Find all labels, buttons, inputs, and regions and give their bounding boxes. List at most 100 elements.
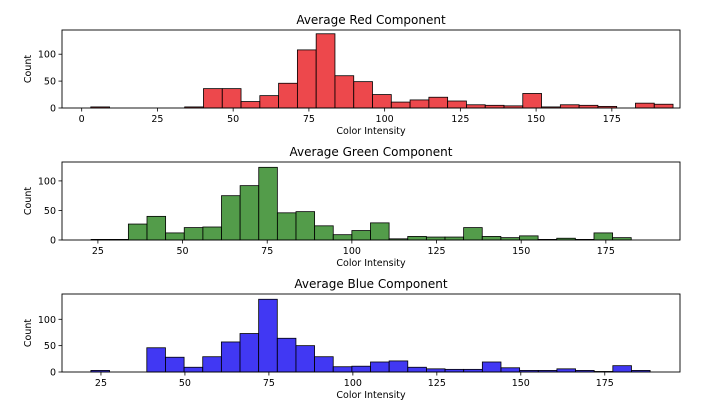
x-ticks-red: 0 25 50 75 100 125 150 175: [79, 108, 621, 125]
histogram-bar-green: [295, 211, 316, 241]
histogram-bar-red: [522, 93, 542, 109]
histogram-bar-green: [351, 230, 371, 241]
x-tick-label: 125: [451, 114, 469, 125]
histogram-bar-green: [463, 227, 483, 241]
x-tick-label: 175: [603, 114, 621, 125]
histogram-bar-blue: [612, 365, 632, 373]
chart-title-green: Average Green Component: [290, 145, 453, 159]
histogram-bar-blue: [258, 298, 278, 373]
histogram-bar-red: [390, 101, 411, 109]
subplot-red: Average Red Component 0 25 50 75 100 125 150 17…: [23, 13, 681, 137]
histogram-bar-blue: [239, 333, 260, 373]
y-ticks-green: 0 50 100: [38, 176, 62, 247]
y-ticks-red: 0 50 100: [38, 50, 62, 115]
x-tick-label: 100: [343, 246, 361, 257]
x-tick-label: 50: [227, 114, 239, 125]
histogram-bar-blue: [314, 356, 334, 373]
y-axis-label-green: Count: [23, 187, 34, 215]
histogram-bar-green: [239, 185, 260, 241]
histogram-bar-blue: [556, 368, 576, 373]
histogram-bar-red: [409, 99, 430, 109]
plot-frame-blue: [61, 293, 681, 373]
y-tick-label: 0: [50, 368, 56, 379]
y-tick-label: 0: [50, 236, 56, 247]
histogram-bar-blue: [370, 361, 390, 373]
x-tick-label: 50: [177, 246, 189, 257]
histogram-bar-blue: [295, 345, 315, 373]
histogram-bar-red: [559, 104, 580, 109]
x-tick-label: 25: [92, 246, 104, 257]
x-axis-label-green: Color Intensity: [336, 258, 406, 269]
histogram-bar-red: [428, 96, 449, 109]
histogram-bar-red: [259, 95, 280, 109]
x-axis-label-blue: Color Intensity: [336, 390, 406, 401]
histogram-bar-green: [183, 227, 204, 241]
x-tick-label: 50: [179, 378, 191, 389]
y-tick-label: 0: [50, 104, 56, 115]
histogram-bar-green: [407, 236, 427, 241]
x-tick-label: 125: [427, 246, 445, 257]
histogram-bar-blue: [183, 366, 204, 373]
plot-frame-red: [61, 29, 681, 109]
x-tick-label: 75: [263, 378, 275, 389]
histogram-bar-blue: [146, 347, 166, 373]
histogram-bar-green: [127, 223, 148, 241]
x-tick-label: 75: [261, 246, 273, 257]
histogram-bar-red: [447, 100, 467, 109]
histogram-bar-red: [315, 33, 336, 109]
histogram-bar-green: [276, 212, 297, 241]
x-tick-label: 125: [428, 378, 446, 389]
histogram-bar-red: [240, 101, 261, 109]
bars-blue: [90, 298, 651, 373]
y-axis-label-red: Count: [23, 55, 34, 83]
x-tick-label: 25: [95, 378, 107, 389]
x-tick-label: 150: [527, 114, 545, 125]
histogram-bar-green: [593, 232, 614, 241]
histogram-bar-blue: [388, 360, 409, 373]
y-tick-label: 50: [44, 77, 56, 88]
histogram-bar-green: [146, 215, 167, 241]
histogram-bar-blue: [500, 367, 521, 373]
y-tick-label: 50: [44, 341, 56, 352]
histogram-bar-red: [221, 88, 242, 109]
histogram-bar-blue: [276, 337, 297, 373]
x-tick-label: 175: [596, 378, 614, 389]
histogram-bar-green: [519, 235, 539, 241]
y-axis-label-blue: Count: [23, 319, 34, 347]
histogram-bar-red: [203, 88, 223, 109]
x-axis-label-red: Color Intensity: [336, 126, 406, 137]
histogram-bar-red: [653, 103, 674, 109]
x-tick-label: 100: [376, 114, 394, 125]
y-tick-label: 100: [38, 176, 56, 187]
histogram-bar-red: [635, 102, 655, 109]
x-ticks-blue: 25 50 75 100 125 150 175: [95, 372, 614, 389]
y-ticks-blue: 0 50 100: [38, 315, 62, 379]
histogram-bar-green: [332, 234, 353, 241]
histogram-bar-green: [370, 222, 390, 241]
histogram-bar-blue: [332, 366, 353, 373]
x-tick-label: 75: [303, 114, 315, 125]
histogram-bar-red: [466, 104, 486, 109]
y-tick-label: 50: [44, 206, 56, 217]
chart-title-red: Average Red Component: [296, 13, 446, 27]
histogram-bar-red: [296, 49, 317, 109]
histogram-bar-blue: [407, 366, 427, 373]
y-tick-label: 100: [38, 50, 56, 61]
histogram-bar-green: [481, 236, 502, 241]
subplot-blue: Average Blue Component 25 50 75 100 125 150 17…: [23, 277, 681, 401]
x-ticks-green: 25 50 75 100 125 150 175: [92, 240, 615, 257]
histogram-bar-green: [314, 225, 334, 241]
histogram-bar-red: [278, 82, 298, 109]
histogram-bar-green: [258, 166, 278, 241]
x-tick-label: 25: [151, 114, 163, 125]
histogram-bar-blue: [202, 356, 222, 373]
x-tick-label: 175: [597, 246, 615, 257]
histogram-bar-green: [202, 226, 222, 241]
histogram-bar-blue: [165, 356, 185, 373]
histogram-bar-red: [334, 75, 355, 109]
histogram-bar-blue: [481, 361, 502, 373]
histogram-bar-green: [165, 232, 185, 241]
histogram-bar-blue: [351, 365, 371, 373]
bars-green: [90, 166, 632, 241]
